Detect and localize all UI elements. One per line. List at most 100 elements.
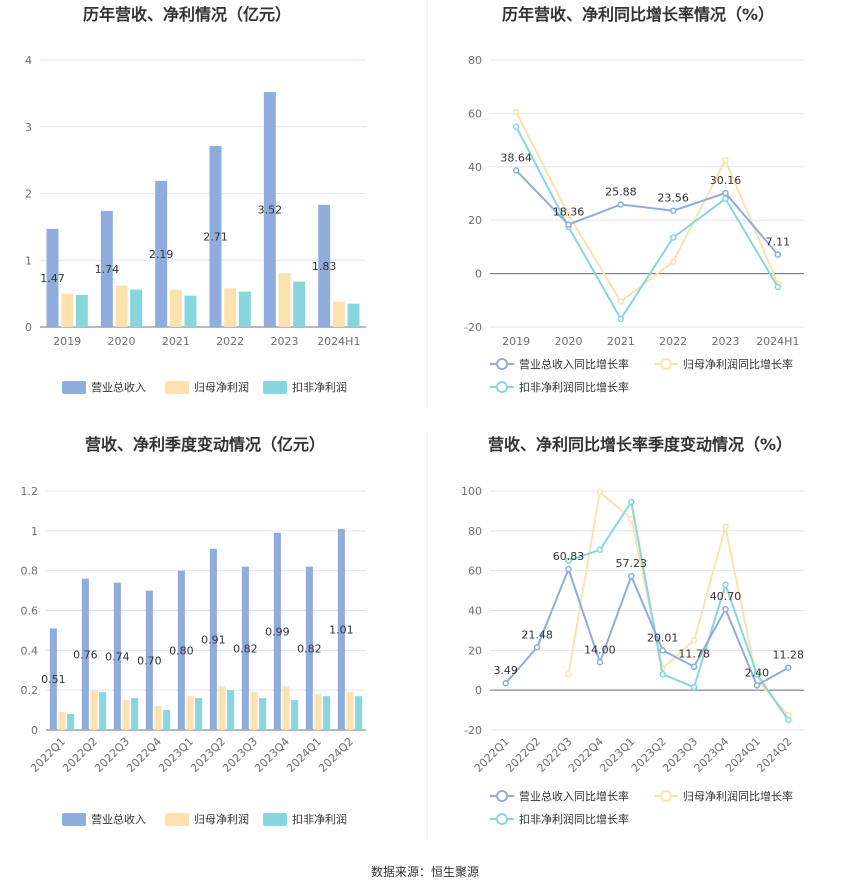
series-line	[568, 499, 790, 721]
bar	[323, 696, 331, 730]
series-point	[617, 298, 625, 305]
point-data-label: 40.70	[710, 590, 742, 603]
point-data-label: 7.11	[766, 236, 791, 249]
y-tick-label: 0	[31, 724, 38, 737]
point-data-label: 20.01	[647, 631, 679, 644]
bar	[46, 228, 59, 327]
bar	[318, 204, 331, 327]
series-point	[690, 663, 698, 670]
y-tick-label: 100	[461, 485, 482, 498]
y-tick-label: 20	[468, 644, 482, 657]
bar	[337, 528, 345, 730]
legend-label: 归母净利润	[194, 812, 249, 826]
series-point	[690, 637, 698, 644]
x-tick-label: 2022	[216, 335, 244, 348]
series-point	[774, 251, 782, 258]
x-tick-label: 2024H1	[317, 335, 360, 348]
series-point	[774, 283, 782, 291]
legend-swatch	[263, 813, 287, 826]
point-data-label: 57.23	[616, 557, 648, 570]
legend-swatch	[62, 381, 86, 394]
y-tick-label: 1.2	[21, 485, 39, 498]
bar	[278, 272, 291, 327]
y-tick-label: 2	[25, 188, 32, 201]
bar-data-label: 1.74	[95, 263, 120, 276]
y-tick-label: 60	[468, 565, 482, 578]
legend-label: 营业总收入	[91, 812, 146, 826]
series-point	[565, 211, 572, 219]
legend-label: 归母净利润	[194, 380, 249, 394]
x-tick-label: 2020	[555, 335, 583, 348]
legend-swatch	[165, 813, 189, 826]
bar-data-label: 0.91	[201, 633, 226, 646]
series-point	[722, 581, 729, 588]
bar	[155, 180, 168, 327]
series-line	[515, 126, 779, 321]
data-source-note: 数据来源：恒生聚源	[371, 864, 479, 879]
legend-label: 营业总收入同比增长率	[519, 789, 629, 803]
legend-label: 扣非净利润	[292, 812, 347, 826]
series-point	[722, 523, 729, 531]
bar-data-label: 1.47	[40, 272, 65, 285]
bar	[250, 692, 258, 730]
series-point	[596, 659, 604, 666]
y-tick-label: 0.6	[21, 605, 39, 618]
series-point	[628, 498, 635, 506]
bar-data-label: 2.19	[149, 248, 174, 261]
bar	[75, 294, 88, 327]
bar	[169, 289, 182, 327]
quarterly-revenue-profit-chart: 00.20.40.60.811.22022Q12022Q22022Q32022Q…	[21, 485, 366, 826]
series-line	[567, 490, 790, 716]
bar	[154, 706, 162, 730]
x-tick-label: 2024Q2	[316, 735, 356, 775]
bar	[291, 700, 299, 730]
bar	[131, 698, 139, 730]
series-point	[753, 682, 761, 689]
series-point	[565, 670, 572, 678]
legend-swatch-marker	[660, 358, 672, 370]
series-point	[659, 670, 666, 678]
bar	[186, 696, 194, 730]
y-tick-label: 0	[25, 321, 32, 334]
bar	[293, 281, 306, 327]
x-tick-label: 2021	[162, 335, 190, 348]
bar	[259, 698, 267, 730]
y-tick-label: 40	[468, 161, 482, 174]
series-point	[722, 605, 729, 613]
chart-title-quarterly-amount: 营收、净利季度变动情况（亿元）	[85, 435, 325, 454]
series-point	[565, 221, 572, 228]
bar	[209, 548, 217, 730]
legend-label: 扣非净利润	[292, 380, 347, 394]
y-tick-label: -20	[464, 321, 482, 334]
point-data-label: 38.64	[500, 151, 532, 164]
series-point	[722, 189, 729, 197]
series-point	[596, 488, 604, 496]
bar-data-label: 0.82	[233, 642, 258, 655]
bar	[218, 686, 226, 730]
point-data-label: 14.00	[584, 643, 616, 656]
bar-data-label: 0.70	[137, 654, 162, 667]
chart-title-quarterly-growth: 营收、净利同比增长率季度变动情况（%）	[488, 435, 792, 454]
bar	[241, 566, 249, 730]
series-point	[628, 572, 635, 580]
bar	[347, 303, 360, 327]
legend-swatch-marker	[496, 381, 508, 393]
bar-data-label: 0.76	[73, 648, 98, 661]
x-tick-label: 2019	[53, 335, 81, 348]
point-data-label: 11.28	[773, 649, 805, 662]
y-tick-label: 0.4	[21, 644, 39, 657]
bar-data-label: 0.80	[169, 644, 194, 657]
x-tick-label: 2022	[659, 335, 687, 348]
x-tick-label: 2021	[607, 335, 635, 348]
bar	[195, 698, 203, 730]
x-tick-label: 2023	[712, 335, 740, 348]
bar-data-label: 3.52	[258, 204, 283, 217]
bar	[81, 578, 89, 730]
y-tick-label: 3	[25, 121, 32, 134]
series-point	[565, 557, 572, 564]
legend-label: 营业总收入	[91, 380, 146, 394]
series-point	[785, 716, 792, 724]
x-tick-label: 2019	[502, 335, 530, 348]
series-point	[659, 647, 666, 654]
series-point	[617, 315, 625, 323]
